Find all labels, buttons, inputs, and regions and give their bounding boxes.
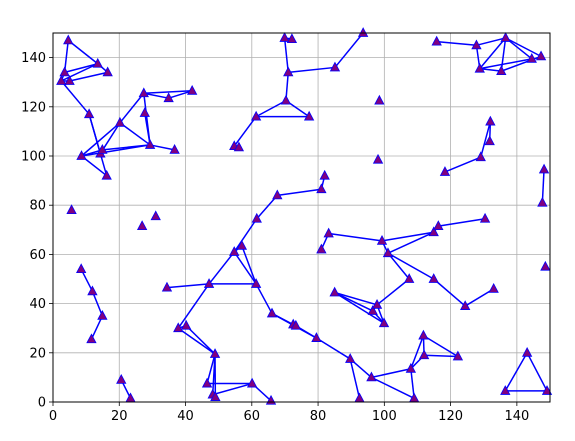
edge-line xyxy=(256,101,286,117)
x-tick-label: 80 xyxy=(310,409,327,424)
triangle-marker xyxy=(140,108,149,117)
triangle-marker xyxy=(281,96,290,105)
edge-line xyxy=(506,38,541,56)
edge-line xyxy=(371,377,414,398)
edge-line xyxy=(209,252,234,284)
x-tick-label: 120 xyxy=(438,409,463,424)
triangle-marker xyxy=(375,96,384,105)
grid-lines xyxy=(53,33,550,402)
y-tick-label: 0 xyxy=(38,396,46,411)
x-tick-label: 140 xyxy=(504,409,529,424)
x-tick-label: 100 xyxy=(372,409,397,424)
x-tick-label: 60 xyxy=(244,409,261,424)
triangle-marker xyxy=(151,211,160,220)
edge-line xyxy=(61,81,89,114)
y-tick-label: 100 xyxy=(21,150,46,165)
edge-line xyxy=(316,338,350,359)
edge-line xyxy=(186,326,215,354)
edge-line xyxy=(120,93,144,123)
edge-line xyxy=(434,279,465,306)
triangle-marker xyxy=(540,165,549,174)
edge-line xyxy=(329,233,382,240)
edge-line xyxy=(256,284,272,314)
edge-line xyxy=(213,384,252,395)
edge-line xyxy=(371,369,410,378)
triangle-marker xyxy=(64,35,73,44)
triangle-marker xyxy=(537,51,546,60)
edge-line xyxy=(178,284,209,328)
y-tick-label: 40 xyxy=(29,297,46,312)
y-tick-label: 60 xyxy=(29,248,46,263)
edge-line xyxy=(505,353,527,391)
triangle-marker xyxy=(420,350,429,359)
edge-line xyxy=(438,219,485,226)
triangle-marker xyxy=(486,117,495,126)
triangle-marker xyxy=(461,301,470,310)
triangle-marker xyxy=(330,288,339,297)
plot-frame xyxy=(53,33,550,402)
triangle-marker xyxy=(188,86,197,95)
triangle-marker xyxy=(138,221,147,230)
y-tick-label: 120 xyxy=(21,100,46,115)
triangle-marker xyxy=(481,214,490,223)
triangle-marker xyxy=(103,67,112,76)
edge-line xyxy=(423,336,457,357)
triangle-marker xyxy=(77,264,86,273)
triangle-marker xyxy=(538,198,547,207)
x-tick-label: 0 xyxy=(49,409,57,424)
edge-line xyxy=(285,38,289,72)
triangle-marker xyxy=(268,308,277,317)
y-tick-label: 20 xyxy=(29,346,46,361)
triangle-marker xyxy=(432,37,441,46)
triangle-marker xyxy=(359,28,368,37)
triangle-marker xyxy=(489,284,498,293)
data-points xyxy=(57,28,552,404)
triangle-marker xyxy=(312,333,321,342)
edge-line xyxy=(234,117,256,147)
triangle-marker xyxy=(67,205,76,214)
y-tick-label: 140 xyxy=(21,51,46,66)
triangle-marker xyxy=(476,152,485,161)
edge-line xyxy=(388,253,434,279)
triangle-marker xyxy=(93,59,102,68)
triangle-marker xyxy=(98,311,107,320)
triangle-marker xyxy=(541,262,550,271)
triangle-marker xyxy=(102,171,111,180)
y-tick-label: 80 xyxy=(29,199,46,214)
triangle-marker xyxy=(87,334,96,343)
edge-lines xyxy=(61,33,547,401)
edge-line xyxy=(424,355,458,356)
edge-line xyxy=(167,284,209,288)
edge-line xyxy=(527,353,547,391)
x-tick-label: 20 xyxy=(111,409,128,424)
edge-line xyxy=(335,33,363,67)
triangle-marker xyxy=(117,375,126,384)
triangle-marker xyxy=(355,393,364,402)
triangle-marker xyxy=(126,393,135,402)
triangle-marker xyxy=(429,274,438,283)
triangle-marker xyxy=(146,140,155,149)
edge-line xyxy=(411,336,424,369)
triangle-marker xyxy=(280,33,289,42)
triangle-marker xyxy=(346,354,355,363)
edge-line xyxy=(437,42,477,46)
triangle-marker xyxy=(501,33,510,42)
triangle-marker xyxy=(523,348,532,357)
edge-line xyxy=(288,67,335,72)
triangle-marker xyxy=(324,228,333,237)
triangle-marker xyxy=(320,171,329,180)
triangle-marker xyxy=(88,286,97,295)
edge-line xyxy=(178,328,215,354)
edge-line xyxy=(277,189,321,195)
x-tick-label: 40 xyxy=(177,409,194,424)
edge-line xyxy=(242,246,256,284)
triangle-marker xyxy=(419,331,428,340)
